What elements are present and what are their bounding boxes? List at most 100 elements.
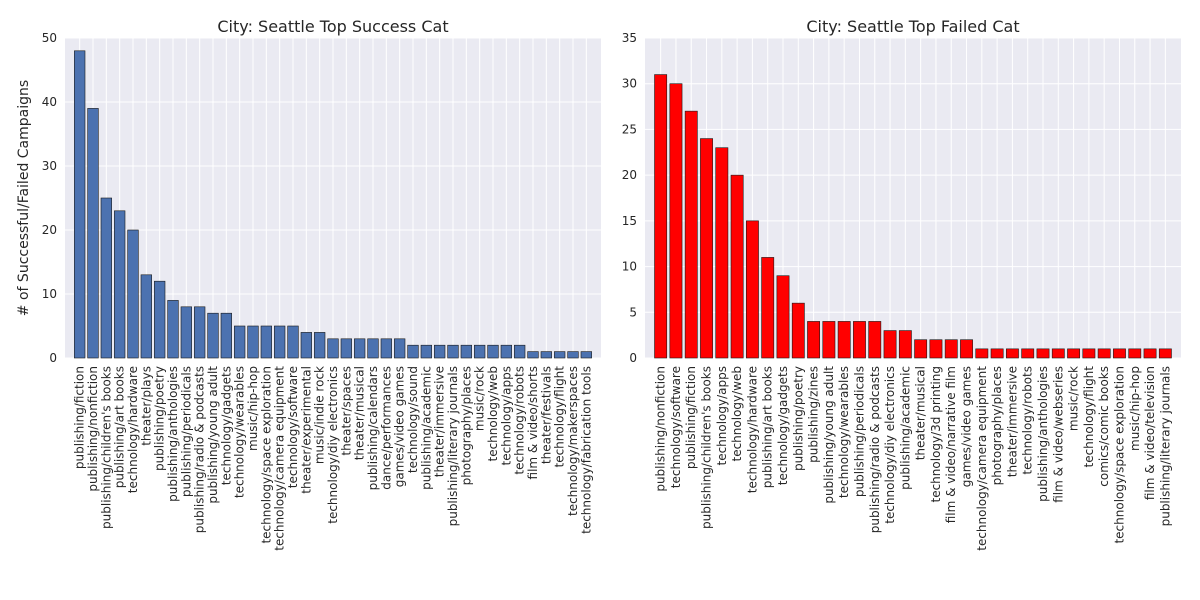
bar [460,344,472,359]
x-tick-label: technology/apps [715,366,729,466]
x-tick-label: technology/hardware [745,366,759,493]
bar [367,338,379,359]
bar [487,344,499,359]
x-tick-label: technology/web [730,366,744,462]
x-tick-label: publishing/art books [113,366,127,488]
x-tick-label: technology/hardware [126,366,140,493]
bar [1128,348,1142,359]
x-tick-label: technology/wearables [837,366,851,498]
bar [1067,348,1081,359]
bar [207,312,219,359]
x-tick-label: publishing/poetry [153,366,167,471]
x-tick-label: publishing/fiction [73,366,87,469]
bar [1097,348,1111,359]
bar [684,110,698,359]
bar [914,339,928,359]
x-tick-label: publishing/radio & podcasts [868,366,882,533]
x-tick-label: publishing/calendars [366,366,380,490]
bar [154,280,166,359]
bar [300,332,312,359]
bar [380,338,392,359]
x-tick-label: comics/comic books [1097,366,1111,487]
bar [220,312,232,359]
x-tick-label: technology/camera equipment [975,366,989,551]
x-tick-label: theater/festivals [539,366,553,464]
x-tick-label: publishing/zines [807,366,821,463]
x-tick-label: publishing/anthologies [166,366,180,502]
x-tick-label: technology/camera equipment [273,366,287,551]
bar [180,306,192,359]
x-tick-label: publishing/art books [761,366,775,488]
bar [868,321,882,359]
x-tick-label: technology/software [286,366,300,488]
x-tick-label: theater/immersive [1005,366,1019,477]
bar [274,325,286,359]
x-tick-label: film & video/television [1143,366,1157,500]
bar [853,321,866,359]
x-tick-label: theater/immersive [433,366,447,477]
bar [929,339,943,359]
bar [140,274,152,359]
y-tick-label: 30 [622,77,637,91]
x-tick-label: technology/sound [406,366,420,473]
y-tick-label: 5 [629,305,637,319]
bar [745,220,759,359]
x-tick-label: technology/fabrication tools [579,366,593,534]
x-tick-label: technology/robots [1021,366,1035,475]
x-tick-label: publishing/children's books [700,366,714,529]
x-tick-label: technology/diy electronics [883,366,897,524]
bar [1082,348,1096,359]
x-tick-label: technology/gadgets [776,366,790,485]
bar [776,275,790,359]
x-tick-label: games/video games [393,366,407,487]
x-tick-label: music/indie rock [313,366,327,464]
y-axis-label: # of Successful/Failed Campaigns [16,80,32,316]
x-tick-label: publishing/periodicals [179,366,193,497]
x-tick-label: theater/musical [914,366,928,460]
bar [990,348,1004,359]
x-tick-label: technology/robots [513,366,527,475]
bar [167,300,179,359]
x-tick-label: publishing/literary journals [446,366,460,526]
x-tick-label: theater/plays [139,366,153,446]
bar [654,74,668,359]
x-tick-label: dance/performances [379,366,393,490]
x-tick-label: music/hip-hop [1128,366,1142,451]
bar [87,108,99,359]
bar [807,321,821,359]
x-tick-label: publishing/anthologies [1036,366,1050,502]
chart-title: City: Seattle Top Success Cat [217,17,448,36]
bar [407,344,419,359]
x-tick-label: publishing/academic [419,366,433,490]
x-tick-label: publishing/nonfiction [86,366,100,492]
bar [74,50,86,359]
x-tick-label: technology/flight [1082,366,1096,468]
y-tick-label: 0 [629,351,637,365]
y-tick-label: 10 [42,287,57,301]
x-tick-label: technology/web [486,366,500,462]
bar [1036,348,1050,359]
bar [474,344,486,359]
bar [715,147,729,359]
bar [960,339,973,359]
y-tick-label: 20 [42,223,57,237]
bar [394,338,406,359]
x-tick-label: publishing/nonfiction [654,366,668,492]
x-tick-label: publishing/literary journals [1158,366,1172,526]
bar [761,257,775,359]
bar [114,210,126,359]
y-tick-label: 15 [622,214,637,228]
bar [127,229,139,359]
x-tick-label: publishing/periodicals [852,366,866,497]
bar [260,325,272,359]
bar [340,338,352,359]
y-tick-label: 0 [49,351,57,365]
bar [883,330,897,359]
bar [669,83,683,359]
bar [1005,348,1019,359]
x-tick-label: theater/experimental [299,366,313,494]
y-tick-label: 30 [42,159,57,173]
bar [580,351,592,359]
x-tick-label: technology/flight [553,366,567,468]
